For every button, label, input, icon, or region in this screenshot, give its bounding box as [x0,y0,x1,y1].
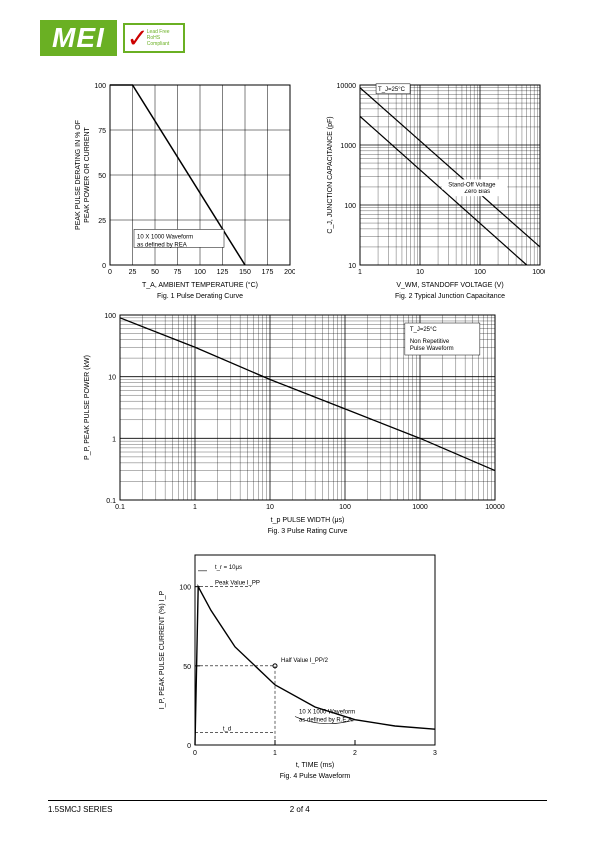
svg-text:1000: 1000 [532,269,545,276]
svg-text:1: 1 [358,269,362,276]
fig3-chart: 0.1 1 10 100 1000 10000 0.1 1 10 100 T_J=25°C Non R… [75,310,505,540]
svg-text:1000: 1000 [340,143,356,150]
svg-text:0: 0 [108,269,112,276]
svg-text:1: 1 [193,504,197,511]
svg-text:150: 150 [239,269,251,276]
badge-line2: RoHS Compliant [147,35,183,47]
svg-text:50: 50 [183,664,191,671]
svg-text:I_P, PEAK PULSE CURRENT (%) I_: I_P, PEAK PULSE CURRENT (%) I_P [159,590,166,709]
svg-text:100: 100 [179,585,191,592]
svg-text:0: 0 [102,263,106,270]
svg-text:as defined by REA: as defined by REA [137,242,187,248]
svg-text:Fig. 2 Typical Junction Capac: Fig. 2 Typical Junction Capacitance [395,293,505,300]
svg-text:75: 75 [98,128,106,135]
svg-text:100: 100 [474,269,486,276]
svg-text:Fig. 1 Pulse Derating Curve: Fig. 1 Pulse Derating Curve [157,293,243,300]
svg-text:as defined by R.E.A.: as defined by R.E.A. [299,717,354,723]
svg-text:t_p PULSE WIDTH (μs): t_p PULSE WIDTH (μs) [271,517,345,524]
svg-text:10: 10 [348,263,356,270]
svg-text:10 X 1000 Waveform: 10 X 1000 Waveform [137,234,193,240]
svg-text:0: 0 [193,750,197,757]
svg-text:0: 0 [187,743,191,750]
svg-text:3: 3 [433,750,437,757]
footer-page: 2 of 4 [290,805,310,814]
svg-text:Fig. 3 Pulse Rating Curve: Fig. 3 Pulse Rating Curve [268,528,348,535]
svg-text:200: 200 [284,269,295,276]
svg-text:T_J=25°C: T_J=25°C [410,327,438,333]
svg-text:Zero Bias: Zero Bias [464,189,490,195]
svg-text:0.1: 0.1 [115,504,125,511]
svg-text:75: 75 [174,269,182,276]
svg-text:25: 25 [129,269,137,276]
svg-text:P_P, PEAK PULSE POWER (kW): P_P, PEAK PULSE POWER (kW) [84,355,91,460]
svg-text:T_J=25°C: T_J=25°C [378,87,406,93]
fig4-chart: 0 1 2 3 0 50 100 Peak Value I_PP t_r = 10μs Half … [150,550,445,785]
svg-text:V_WM, STANDOFF VOLTAGE (V): V_WM, STANDOFF VOLTAGE (V) [396,282,503,289]
svg-text:T_A, AMBIENT TEMPERATURE (°C): T_A, AMBIENT TEMPERATURE (°C) [142,281,258,289]
logo-area: MEI ✓ Lead Free RoHS Compliant [40,20,185,56]
svg-text:Pulse Waveform: Pulse Waveform [410,346,454,352]
svg-text:10 X 1000 Waveform: 10 X 1000 Waveform [299,709,355,715]
svg-text:Half Value I_PP/2: Half Value I_PP/2 [281,658,329,664]
svg-text:2: 2 [353,750,357,757]
svg-text:Peak Value I_PP: Peak Value I_PP [215,581,260,587]
svg-text:C_J, JUNCTION CAPACITANCE (pF): C_J, JUNCTION CAPACITANCE (pF) [327,116,334,233]
svg-text:100: 100 [339,504,351,511]
fig1-chart: 0 25 50 75 100 125 150 175 200 0 25 50 75 100 10 X 100… [70,80,295,305]
svg-text:0.1: 0.1 [106,498,116,505]
svg-text:Fig. 4 Pulse Waveform: Fig. 4 Pulse Waveform [280,773,351,780]
svg-text:25: 25 [98,218,106,225]
svg-text:Stand-Off Voltage: Stand-Off Voltage [448,182,496,188]
svg-text:100: 100 [94,83,106,90]
svg-text:PEAK PULSE DERATING IN % OF: PEAK PULSE DERATING IN % OF [75,120,82,230]
svg-text:10000: 10000 [485,504,505,511]
check-icon: ✓ [127,23,149,54]
svg-text:125: 125 [217,269,229,276]
svg-text:100: 100 [104,313,116,320]
svg-text:Non Repetitive: Non Repetitive [410,339,450,345]
svg-text:t_d: t_d [223,726,231,732]
svg-text:10: 10 [266,504,274,511]
svg-text:175: 175 [262,269,274,276]
footer-series: 1.5SMCJ SERIES [48,805,112,814]
fig2-chart: 110100100010100100010000Zero BiasStand-O… [320,80,545,305]
svg-text:100: 100 [344,203,356,210]
svg-text:50: 50 [98,173,106,180]
footer: 1.5SMCJ SERIES 2 of 4 [48,800,547,814]
svg-text:1: 1 [273,750,277,757]
leadfree-badge: ✓ Lead Free RoHS Compliant [123,23,185,53]
svg-text:10: 10 [108,375,116,382]
svg-text:1000: 1000 [412,504,428,511]
mei-logo: MEI [40,20,117,56]
svg-text:1: 1 [112,436,116,443]
svg-text:PEAK POWER OR CURRENT: PEAK POWER OR CURRENT [84,126,91,222]
svg-text:t, TIME (ms): t, TIME (ms) [296,762,334,769]
svg-text:10000: 10000 [337,83,357,90]
svg-text:50: 50 [151,269,159,276]
svg-text:t_r = 10μs: t_r = 10μs [215,565,242,571]
svg-text:10: 10 [416,269,424,276]
svg-text:100: 100 [194,269,206,276]
